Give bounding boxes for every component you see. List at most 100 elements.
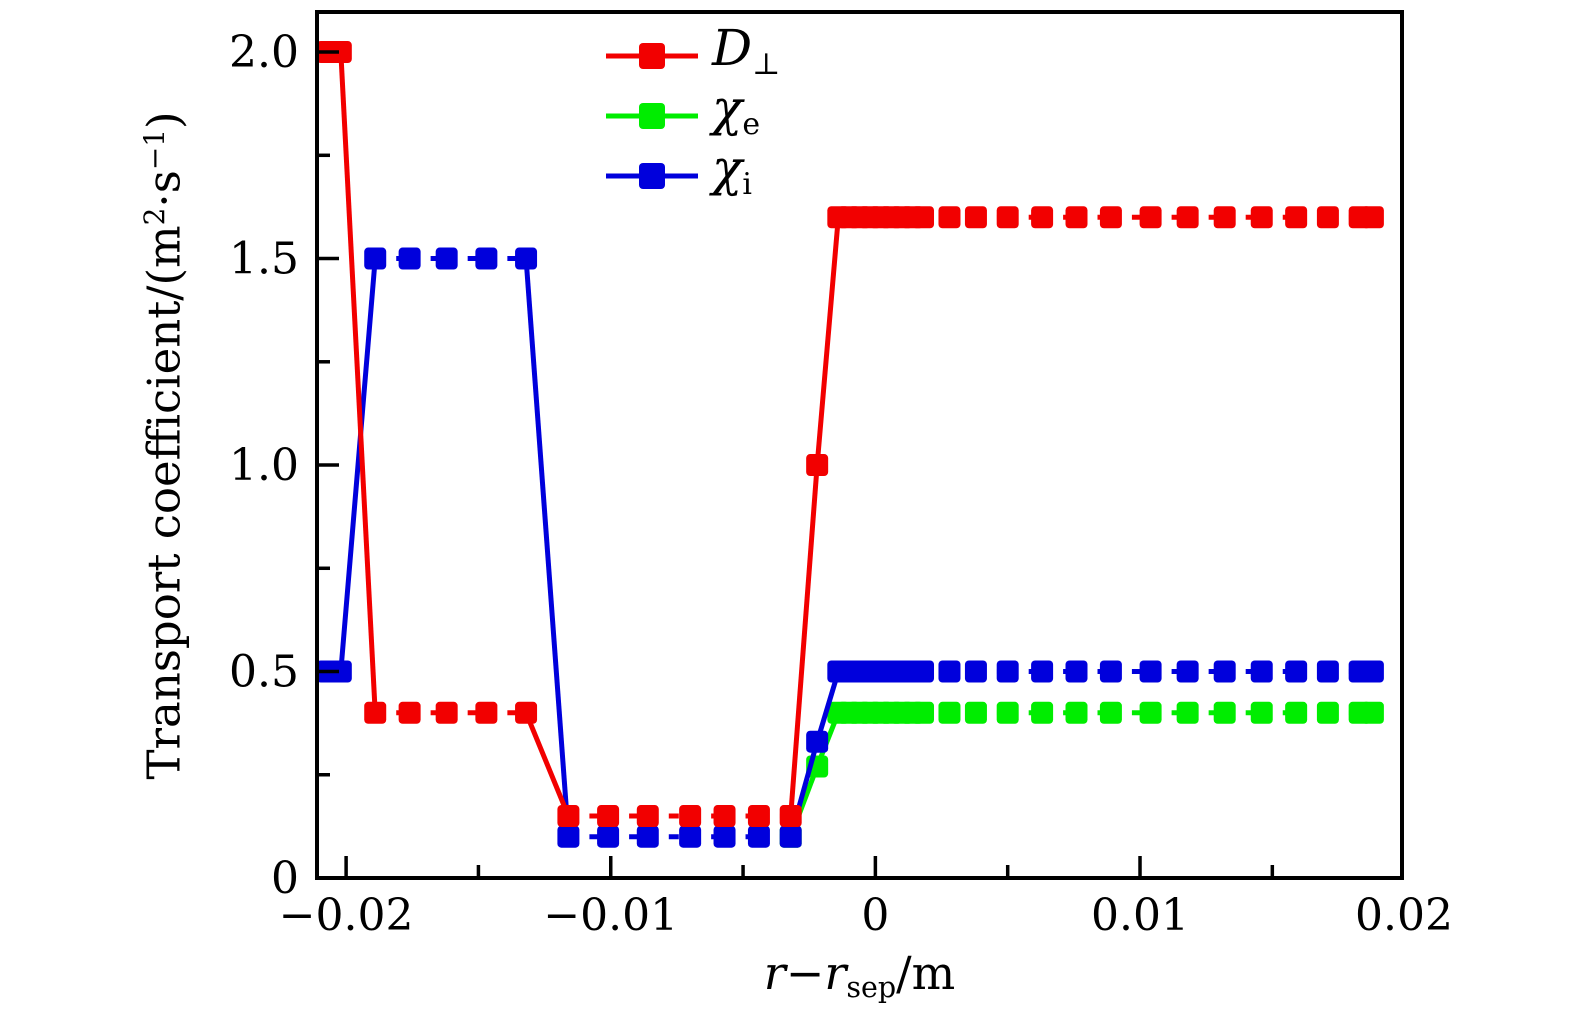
data-point-square	[636, 825, 659, 848]
series-line-segment	[814, 670, 841, 743]
x-title-sub: sep	[846, 970, 897, 1004]
legend-item-chi-i: χi	[604, 139, 780, 206]
series-chi_i	[317, 247, 1384, 848]
data-point-square	[557, 805, 580, 828]
data-point-square	[636, 805, 659, 828]
data-point-square	[912, 701, 935, 724]
data-point-square	[515, 247, 538, 270]
x-tick-label: 0.02	[1355, 890, 1453, 941]
series-line-segment	[523, 711, 571, 818]
data-point-square	[1285, 701, 1308, 724]
data-point-square	[515, 701, 538, 724]
data-point-square	[1139, 660, 1162, 683]
data-point-square	[1213, 660, 1236, 683]
data-point-square	[398, 247, 421, 270]
legend-label-chi-i: χi	[712, 138, 752, 202]
data-point-square	[938, 206, 961, 229]
series-layer	[317, 41, 1384, 848]
data-point-square	[964, 660, 987, 683]
y-title-post: )	[137, 110, 191, 129]
x-tick-label: −0.02	[279, 890, 414, 941]
data-point-square	[1285, 660, 1308, 683]
data-point-square	[1099, 206, 1122, 229]
data-point-square	[1316, 206, 1339, 229]
y-tick-label: 0	[271, 853, 299, 904]
y-axis-title-text: Transport coefficient/(m2·s−1)	[138, 111, 191, 779]
data-point-square	[1316, 701, 1339, 724]
data-point-square	[435, 701, 458, 724]
y-tick-label: 0.5	[229, 647, 299, 698]
data-point-square	[1316, 660, 1339, 683]
data-point-square	[996, 701, 1019, 724]
data-point-square	[938, 701, 961, 724]
series-line-segment	[523, 258, 571, 837]
data-point-square	[475, 247, 498, 270]
data-point-square	[964, 206, 987, 229]
data-point-square	[964, 701, 987, 724]
data-point-square	[779, 825, 802, 848]
data-point-square	[912, 660, 935, 683]
data-point-square	[1139, 701, 1162, 724]
data-point-square	[398, 701, 421, 724]
x-title-post: /m	[896, 946, 956, 1000]
data-point-square	[747, 825, 770, 848]
data-point-square	[806, 730, 829, 753]
y-tick-label: 1.5	[229, 234, 299, 285]
data-point-square	[1065, 701, 1088, 724]
data-point-square	[679, 825, 702, 848]
data-point-square	[1213, 701, 1236, 724]
data-point-square	[435, 247, 458, 270]
y-tick-label: 1.0	[229, 440, 299, 491]
axes-layer	[315, 10, 1404, 880]
y-title-sup-minus1: −1	[138, 128, 172, 170]
data-point-square	[1213, 206, 1236, 229]
plot-frame	[315, 10, 1404, 880]
series-line-segment	[338, 258, 378, 672]
series-line-segment	[338, 51, 378, 713]
data-point-square	[1361, 701, 1384, 724]
data-point-square	[713, 825, 736, 848]
data-point-square	[329, 41, 352, 64]
data-point-square	[1031, 206, 1054, 229]
data-point-square	[1099, 660, 1122, 683]
data-point-square	[747, 805, 770, 828]
x-tick-label: −0.01	[543, 890, 678, 941]
series-chi_e	[779, 701, 1384, 848]
x-axis-title: r−rsep/m	[317, 946, 1402, 1004]
series-line-segment	[788, 464, 820, 817]
data-point-square	[912, 206, 935, 229]
data-point-square	[475, 701, 498, 724]
y-title-mid: ·s	[137, 169, 191, 208]
y-title-sup-2: 2	[138, 207, 172, 225]
legend-swatch-d-perp	[606, 43, 698, 69]
data-point-square	[1176, 660, 1199, 683]
legend-swatch-chi-e	[606, 103, 698, 129]
data-point-square	[1176, 206, 1199, 229]
data-point-square	[1176, 701, 1199, 724]
data-point-square	[597, 805, 620, 828]
data-point-square	[938, 660, 961, 683]
data-point-square	[996, 206, 1019, 229]
x-tick-label: 0.01	[1091, 890, 1189, 941]
data-point-square	[329, 660, 352, 683]
data-point-square	[1285, 206, 1308, 229]
data-point-square	[806, 454, 829, 477]
legend: D⊥ χe χi	[604, 19, 780, 206]
data-point-square	[1031, 660, 1054, 683]
data-point-square	[713, 805, 736, 828]
data-point-square	[1250, 660, 1273, 683]
data-point-square	[679, 805, 702, 828]
series-D_perp	[317, 41, 1384, 828]
legend-item-chi-e: χe	[604, 79, 780, 146]
y-title-pre: Transport coefficient/(m	[137, 224, 191, 780]
data-point-square	[1250, 206, 1273, 229]
legend-label-d-perp: D⊥	[712, 18, 781, 82]
legend-marker-square	[639, 103, 665, 129]
data-point-square	[1031, 701, 1054, 724]
x-tick-label: 0	[861, 890, 889, 941]
data-point-square	[1250, 701, 1273, 724]
series-line-segment	[814, 217, 841, 466]
legend-item-d-perp: D⊥	[604, 19, 780, 86]
